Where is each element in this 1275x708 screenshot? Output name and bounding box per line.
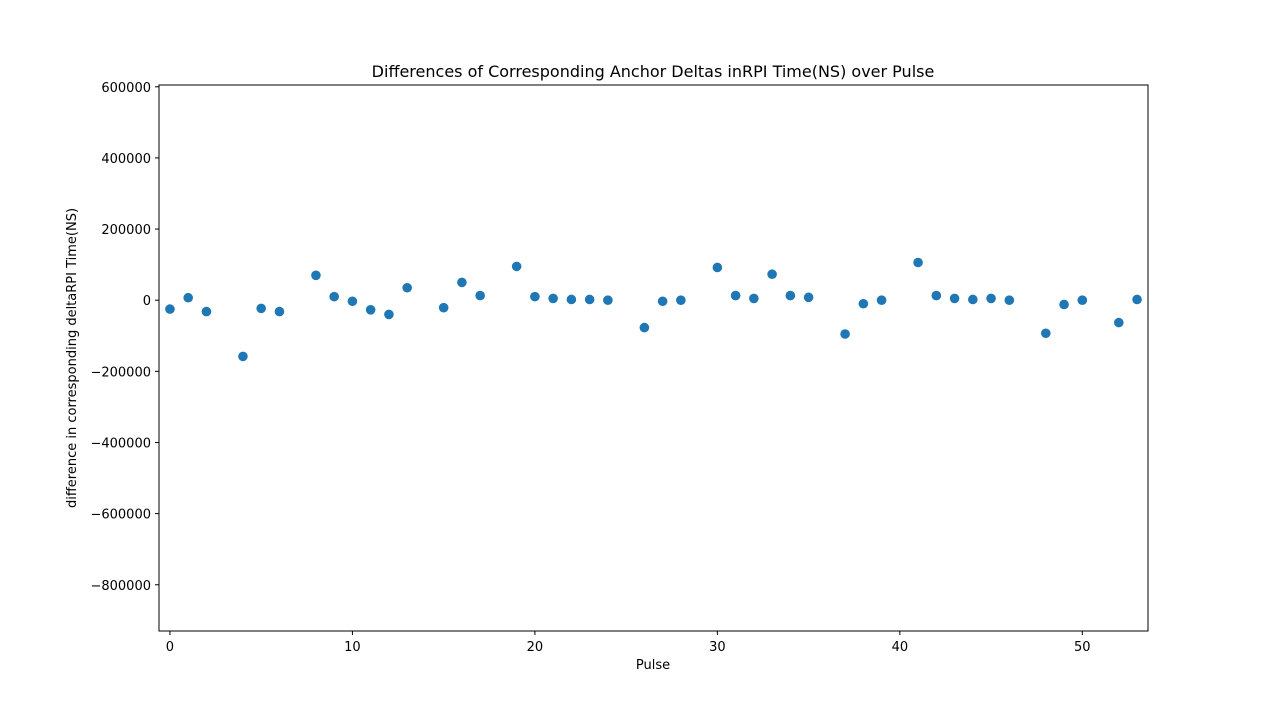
data-point xyxy=(475,290,485,301)
data-point xyxy=(457,277,467,288)
data-point xyxy=(584,294,595,305)
data-point xyxy=(730,290,741,301)
y-axis-label: difference in corresponding deltaRPI Tim… xyxy=(65,208,80,508)
data-point xyxy=(256,303,266,314)
y-tick-label: −200000 xyxy=(90,365,151,380)
data-point xyxy=(803,292,814,303)
data-point xyxy=(1004,295,1015,305)
y-tick-label: 600000 xyxy=(101,81,151,96)
data-point xyxy=(183,292,193,303)
data-point xyxy=(165,304,175,314)
x-tick-label: 20 xyxy=(527,640,544,655)
data-point xyxy=(712,262,723,273)
data-point xyxy=(402,282,412,293)
data-point xyxy=(1077,295,1088,305)
x-axis-label: Pulse xyxy=(636,658,670,673)
data-point xyxy=(238,351,248,362)
data-point xyxy=(785,290,796,301)
data-point xyxy=(949,293,960,304)
data-point xyxy=(329,291,339,302)
data-point xyxy=(858,298,869,309)
y-axis: 600000 400000 200000 0 −200000 −400000 −600000… xyxy=(90,81,159,594)
data-point xyxy=(603,295,613,305)
data-point xyxy=(986,293,996,304)
data-point xyxy=(548,293,558,304)
data-point xyxy=(657,296,668,307)
data-point xyxy=(1132,294,1142,305)
data-point xyxy=(913,257,923,268)
x-tick-label: 40 xyxy=(892,640,909,655)
x-tick-label: 30 xyxy=(709,640,726,655)
data-point xyxy=(384,309,394,320)
chart-title: Differences of Corresponding Anchor Delt… xyxy=(372,62,935,81)
y-tick-label: −800000 xyxy=(90,579,151,594)
data-points xyxy=(165,257,1142,362)
data-point xyxy=(438,302,449,313)
data-point xyxy=(201,306,212,317)
data-point xyxy=(749,293,759,304)
data-point xyxy=(1041,328,1051,339)
data-point xyxy=(968,294,978,305)
data-point xyxy=(347,296,358,307)
data-point xyxy=(274,306,285,317)
x-axis: 0 10 20 30 40 50 xyxy=(166,631,1091,655)
x-tick-label: 0 xyxy=(166,640,174,655)
x-tick-label: 10 xyxy=(344,640,361,655)
y-tick-label: 400000 xyxy=(101,152,151,167)
data-point xyxy=(676,295,686,305)
data-point xyxy=(566,294,577,305)
x-tick-label: 50 xyxy=(1074,640,1091,655)
data-point xyxy=(876,295,887,305)
data-point xyxy=(931,290,942,301)
data-point xyxy=(511,261,522,272)
y-tick-label: −400000 xyxy=(90,436,151,451)
data-point xyxy=(530,291,540,302)
data-point xyxy=(1059,299,1069,310)
data-point xyxy=(840,329,850,339)
data-point xyxy=(365,305,376,315)
y-tick-label: −600000 xyxy=(90,508,151,523)
data-point xyxy=(639,322,650,333)
data-point xyxy=(1114,317,1124,328)
y-tick-label: 200000 xyxy=(101,223,151,238)
plot-frame xyxy=(158,84,1149,632)
y-tick-label: 0 xyxy=(143,294,151,309)
data-point xyxy=(311,270,321,281)
data-point xyxy=(767,269,777,280)
